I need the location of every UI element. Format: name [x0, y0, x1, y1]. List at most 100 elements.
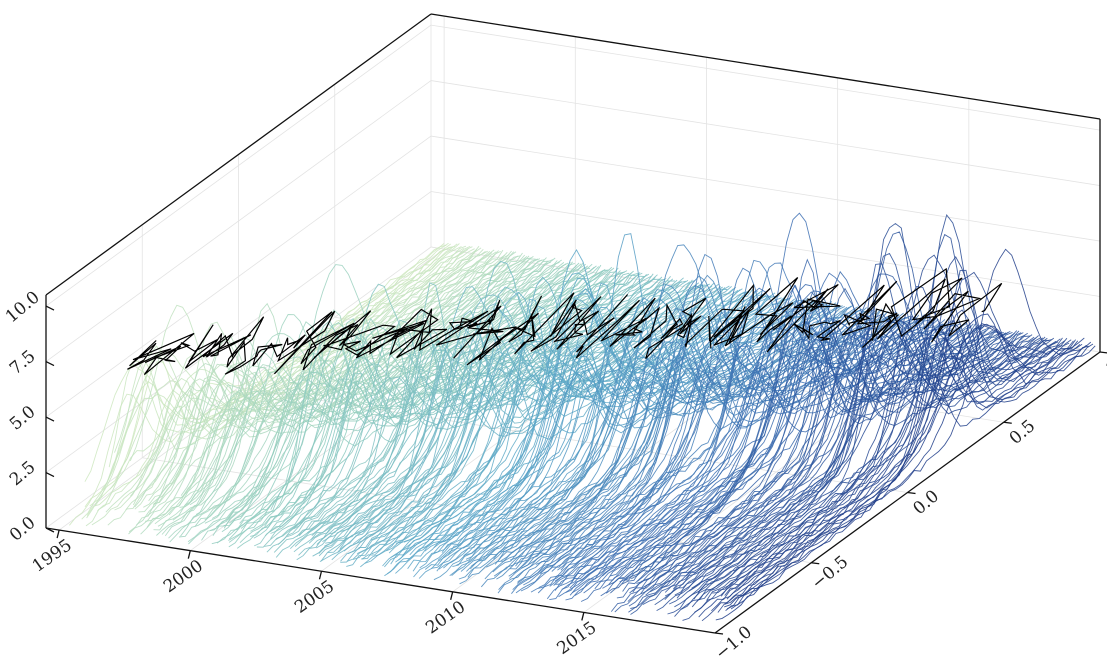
grid-back-z-3 — [430, 80, 1101, 186]
z-tick-label-3: 7.5 — [6, 346, 40, 379]
x-tick-mark-2 — [318, 571, 323, 580]
series-line-123 — [343, 285, 713, 552]
grid-back-z-1 — [430, 191, 1101, 297]
series-line-121 — [353, 284, 708, 545]
series-line-258 — [649, 329, 1007, 593]
x-tick-label-2: 2005 — [291, 577, 338, 618]
series-line-168 — [443, 301, 811, 569]
series-line-45 — [189, 259, 543, 506]
series-line-18 — [125, 248, 484, 511]
series-line-25 — [138, 250, 499, 513]
series-line-153 — [424, 282, 778, 552]
series-line-286 — [682, 328, 1068, 621]
x-tick-mark-3 — [450, 591, 454, 600]
series-line-283 — [706, 269, 1061, 601]
series-line-277 — [667, 337, 1048, 615]
series-line-199 — [521, 307, 878, 569]
y-tick-mark-2 — [907, 491, 916, 495]
series-line-176 — [460, 304, 828, 572]
series-line-106 — [298, 280, 675, 556]
series-line-222 — [546, 316, 928, 600]
series-line-155 — [433, 297, 782, 548]
z-tick-label-1: 2.5 — [6, 457, 40, 490]
y-tick-mark-3 — [1003, 421, 1012, 424]
series-line-197 — [512, 275, 874, 574]
series-line-171 — [452, 300, 817, 568]
series-line-136 — [360, 289, 741, 568]
series-line-96 — [296, 273, 654, 538]
z-tick-mark-3 — [45, 360, 55, 367]
series-line-10 — [94, 245, 467, 507]
z-tick-mark-2 — [45, 416, 55, 422]
series-line-257 — [628, 328, 1004, 607]
series-line-232 — [565, 323, 950, 601]
series-line-166 — [436, 300, 806, 572]
series-line-289 — [698, 335, 1074, 618]
x-axis — [45, 527, 716, 634]
series-line-290 — [726, 301, 1076, 600]
series-line-101 — [294, 279, 665, 547]
series-line-298 — [730, 325, 1094, 610]
series-line-149 — [384, 248, 769, 577]
grid-left-z-3 — [45, 80, 432, 362]
series-line-91 — [293, 272, 643, 530]
series-line-93 — [266, 274, 647, 553]
x-tick-label-4: 2015 — [553, 618, 600, 659]
y-tick-mark-4 — [1099, 351, 1107, 354]
series-line-33 — [136, 251, 517, 526]
series-line-118 — [339, 283, 702, 550]
grid-left-z-2 — [45, 135, 432, 418]
x-tick-label-0: 1995 — [29, 535, 76, 576]
series-line-229 — [572, 323, 944, 593]
x-tick-mark-4 — [581, 612, 585, 621]
y-tick-mark-1 — [811, 562, 820, 565]
grid-back-z-2 — [430, 135, 1101, 242]
series-line-15 — [114, 249, 478, 511]
z-tick-mark-0 — [45, 527, 55, 533]
box-top-left — [45, 13, 432, 296]
curve-layer — [69, 212, 1096, 622]
series-line-295 — [724, 344, 1087, 608]
series-line-75 — [228, 269, 608, 548]
black-layer — [127, 267, 1003, 376]
series-line-297 — [725, 248, 1092, 611]
series-line-292 — [701, 343, 1081, 622]
z-tick-mark-1 — [45, 471, 55, 478]
grid-floor-y-1 — [142, 457, 812, 564]
series-line-299 — [715, 313, 1096, 621]
y-tick-label-1: −0.5 — [808, 552, 852, 594]
series-line-78 — [264, 267, 615, 527]
series-line-21 — [132, 250, 491, 506]
series-line-230 — [569, 306, 946, 596]
grid-left-z-1 — [45, 191, 432, 473]
series-line-134 — [361, 276, 737, 560]
series-line-16 — [129, 245, 480, 462]
series-line-184 — [486, 284, 845, 568]
series-line-296 — [726, 309, 1089, 610]
series-line-288 — [724, 256, 1072, 596]
y-tick-label-0: −1.0 — [712, 622, 756, 664]
series-line-196 — [508, 244, 872, 577]
grid-back-z-4 — [430, 24, 1101, 131]
z-tick-mark-4 — [45, 305, 55, 311]
x-tick-label-3: 2010 — [422, 597, 469, 638]
series-line-240 — [612, 258, 967, 585]
series-line-180 — [458, 298, 837, 580]
series-line-220 — [555, 318, 924, 585]
series-line-172 — [465, 300, 820, 560]
z-tick-label-2: 5.0 — [6, 402, 40, 435]
y-tick-label-4: 1.0 — [1102, 346, 1107, 379]
series-line-215 — [530, 318, 913, 593]
series-line-244 — [605, 321, 976, 594]
series-line-138 — [395, 291, 745, 544]
series-line-86 — [270, 273, 632, 534]
series-line-246 — [630, 291, 980, 580]
z-tick-label-4: 10.0 — [2, 287, 44, 327]
series-line-148 — [409, 294, 767, 556]
series-line-192 — [480, 308, 863, 588]
series-line-291 — [711, 271, 1079, 612]
x-tick-mark-0 — [56, 529, 60, 539]
x-tick-label-1: 2000 — [160, 556, 207, 597]
y-tick-mark-0 — [714, 632, 724, 635]
